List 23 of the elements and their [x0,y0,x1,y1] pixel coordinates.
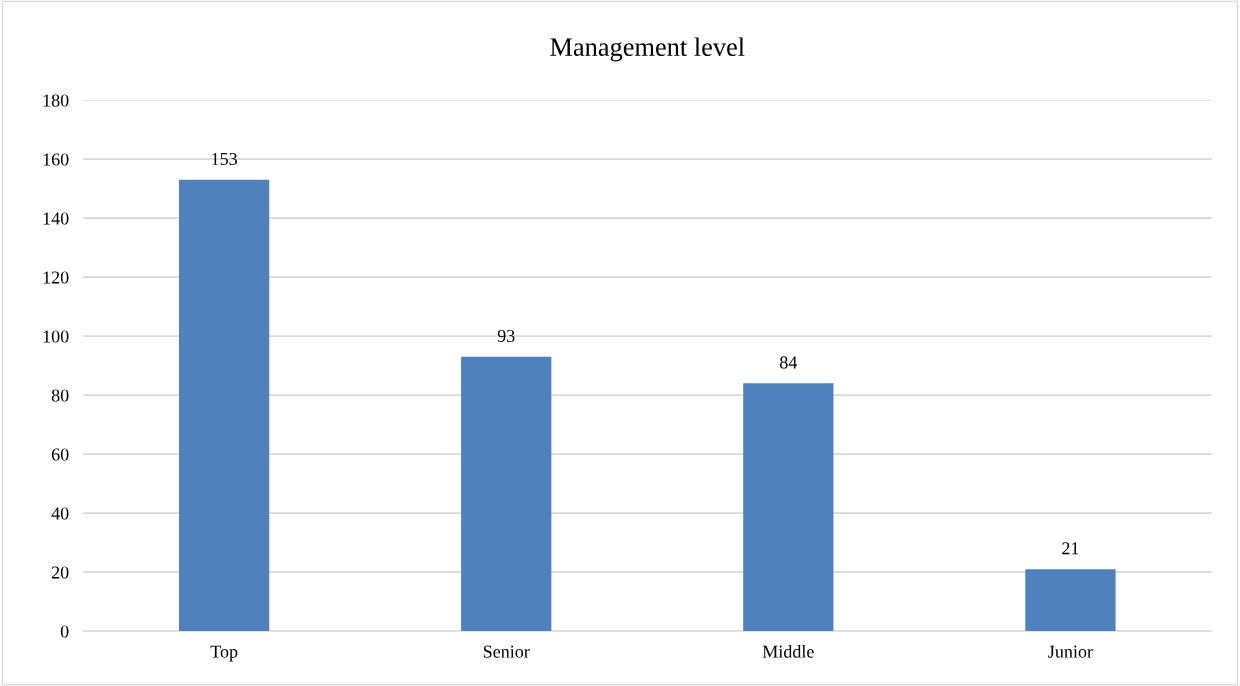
y-tick-label: 80 [51,389,69,402]
y-tick-label: 20 [51,566,69,579]
data-label: 21 [1062,542,1079,555]
y-tick-label: 120 [43,271,69,284]
data-label: 84 [779,356,798,369]
y-tick-label: 60 [51,448,69,461]
y-tick-label: 100 [43,330,69,343]
data-label: 93 [497,329,515,343]
data-label: 153 [212,152,237,166]
y-tick-label: 0 [60,625,69,638]
x-tick-label: Senior [483,645,530,658]
y-tick-label: 160 [43,153,69,166]
bar [178,179,270,632]
y-tick-label: 40 [51,507,69,520]
chart-title: Management level [550,37,745,62]
y-tick-label: 180 [43,94,69,107]
x-tick-label: Junior [1048,645,1093,658]
bar [743,383,834,632]
x-tick-label: Middle [762,645,814,658]
y-tick-label: 140 [43,212,69,225]
bar [1025,569,1116,632]
x-tick-label: Top [210,645,238,662]
bar [461,356,552,632]
